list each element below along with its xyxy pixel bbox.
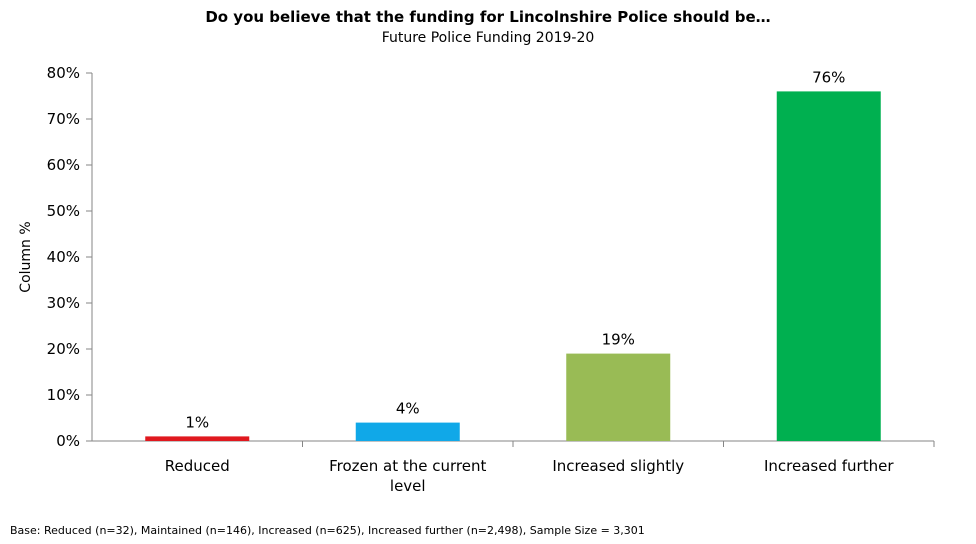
y-tick-label: 30%: [47, 294, 80, 312]
bar: [145, 436, 250, 441]
y-tick-label: 20%: [47, 340, 80, 358]
base-footnote: Base: Reduced (n=32), Maintained (n=146)…: [10, 524, 645, 537]
y-tick-label: 60%: [47, 156, 80, 174]
bar: [776, 91, 881, 442]
y-tick-label: 0%: [56, 432, 80, 450]
y-tick-label: 70%: [47, 110, 80, 128]
data-label: 4%: [396, 400, 420, 418]
bar: [355, 422, 460, 441]
chart-labels: 1% Reduced 4% Frozen at the current level 19%…: [165, 68, 895, 495]
y-tick-label: 80%: [47, 64, 80, 82]
y-tick-label: 50%: [47, 202, 80, 220]
data-label: 1%: [185, 413, 209, 431]
data-label: 19%: [602, 331, 635, 349]
category-label: Increased slightly: [552, 457, 684, 475]
bar: [566, 353, 671, 441]
category-label: level: [390, 477, 426, 495]
y-axis-title: Column %: [18, 221, 34, 292]
chart-bars: [145, 91, 881, 442]
chart-subtitle: Future Police Funding 2019-20: [381, 30, 595, 46]
category-label: Frozen at the current: [329, 457, 486, 475]
chart-title: Do you believe that the funding for Linc…: [205, 8, 771, 26]
y-tick-label: 40%: [47, 248, 80, 266]
category-label: Increased further: [764, 457, 894, 475]
category-label: Reduced: [165, 457, 230, 475]
data-label: 76%: [812, 68, 845, 86]
y-tick-label: 10%: [47, 386, 80, 404]
